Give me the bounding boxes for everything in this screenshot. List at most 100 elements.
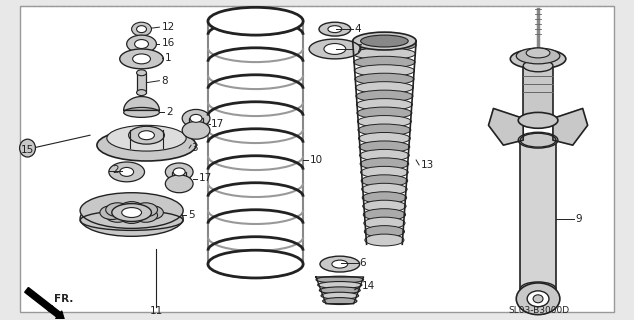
Bar — [189, 118, 203, 130]
Ellipse shape — [510, 49, 566, 69]
Ellipse shape — [122, 208, 141, 218]
Ellipse shape — [353, 48, 416, 60]
Text: 17: 17 — [199, 173, 212, 183]
Ellipse shape — [20, 139, 36, 157]
Ellipse shape — [533, 295, 543, 303]
Bar — [523, 66, 553, 120]
Ellipse shape — [132, 22, 152, 36]
Text: FR.: FR. — [55, 294, 74, 304]
Ellipse shape — [165, 163, 193, 181]
Ellipse shape — [319, 22, 351, 36]
Ellipse shape — [182, 121, 210, 139]
Ellipse shape — [527, 291, 549, 307]
Ellipse shape — [365, 226, 404, 237]
Ellipse shape — [516, 283, 560, 315]
Text: 16: 16 — [162, 38, 174, 48]
Ellipse shape — [362, 192, 406, 204]
Ellipse shape — [518, 132, 558, 148]
Ellipse shape — [106, 208, 129, 222]
Ellipse shape — [516, 48, 560, 64]
Ellipse shape — [320, 287, 360, 294]
Ellipse shape — [136, 90, 146, 96]
Ellipse shape — [107, 125, 186, 151]
Text: 12: 12 — [162, 22, 174, 32]
Ellipse shape — [361, 175, 408, 187]
Ellipse shape — [353, 32, 416, 50]
Ellipse shape — [521, 133, 556, 147]
Bar — [521, 140, 556, 289]
Text: 14: 14 — [361, 281, 375, 291]
Ellipse shape — [363, 200, 406, 212]
Polygon shape — [124, 97, 159, 110]
Ellipse shape — [323, 298, 357, 305]
Text: SL03-B3000D: SL03-B3000D — [508, 306, 569, 315]
Ellipse shape — [106, 203, 129, 217]
Ellipse shape — [354, 65, 415, 76]
Ellipse shape — [353, 39, 416, 51]
Ellipse shape — [208, 250, 303, 278]
Ellipse shape — [173, 168, 185, 176]
Text: 13: 13 — [421, 160, 434, 170]
Bar — [136, 73, 146, 92]
Ellipse shape — [190, 114, 202, 122]
Polygon shape — [316, 277, 363, 304]
Text: 17: 17 — [211, 119, 224, 129]
Ellipse shape — [365, 234, 404, 246]
Ellipse shape — [361, 166, 408, 178]
Ellipse shape — [355, 82, 413, 93]
Ellipse shape — [363, 209, 406, 220]
Polygon shape — [553, 108, 588, 145]
Ellipse shape — [139, 131, 155, 140]
Ellipse shape — [127, 35, 157, 53]
Ellipse shape — [332, 260, 347, 268]
Text: 11: 11 — [150, 306, 163, 316]
Ellipse shape — [139, 206, 164, 220]
Ellipse shape — [354, 56, 415, 68]
Ellipse shape — [124, 108, 159, 117]
Ellipse shape — [133, 54, 150, 64]
Ellipse shape — [316, 276, 363, 283]
Ellipse shape — [309, 39, 361, 59]
Ellipse shape — [80, 193, 183, 228]
Ellipse shape — [112, 204, 152, 221]
Ellipse shape — [134, 40, 148, 48]
Ellipse shape — [518, 112, 558, 128]
Ellipse shape — [320, 256, 359, 272]
Polygon shape — [489, 108, 523, 145]
Bar — [172, 172, 186, 184]
Text: 9: 9 — [576, 214, 583, 224]
Ellipse shape — [359, 141, 410, 153]
Text: 2: 2 — [166, 108, 173, 117]
Ellipse shape — [355, 73, 414, 85]
Ellipse shape — [97, 129, 196, 161]
Ellipse shape — [359, 149, 410, 161]
Text: 1: 1 — [164, 53, 171, 63]
Text: 15: 15 — [20, 145, 34, 155]
Ellipse shape — [360, 158, 409, 170]
Ellipse shape — [521, 282, 556, 296]
Ellipse shape — [136, 26, 146, 33]
Ellipse shape — [356, 90, 413, 102]
Ellipse shape — [364, 217, 405, 229]
Text: 3: 3 — [191, 143, 198, 153]
Ellipse shape — [358, 132, 410, 144]
Text: 4: 4 — [354, 24, 361, 34]
Ellipse shape — [120, 49, 164, 69]
Ellipse shape — [109, 162, 145, 182]
Ellipse shape — [357, 107, 412, 119]
FancyArrow shape — [25, 287, 64, 319]
Ellipse shape — [321, 292, 359, 299]
Ellipse shape — [120, 167, 134, 176]
Ellipse shape — [526, 48, 550, 58]
Ellipse shape — [182, 109, 210, 127]
Ellipse shape — [324, 44, 346, 54]
Ellipse shape — [361, 35, 408, 47]
Text: 10: 10 — [310, 155, 323, 165]
Ellipse shape — [120, 210, 143, 223]
Ellipse shape — [358, 116, 411, 127]
Ellipse shape — [358, 124, 411, 136]
Ellipse shape — [361, 183, 407, 195]
Ellipse shape — [328, 26, 342, 33]
Ellipse shape — [356, 99, 413, 110]
Ellipse shape — [134, 208, 157, 222]
